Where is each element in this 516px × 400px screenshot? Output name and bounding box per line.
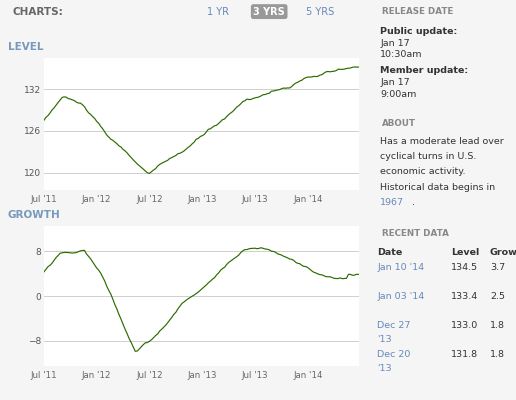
Text: Jan 10 '14: Jan 10 '14 [377, 264, 425, 272]
Text: cyclical turns in U.S.: cyclical turns in U.S. [380, 152, 477, 161]
Text: .: . [412, 198, 415, 207]
Text: ABOUT: ABOUT [382, 118, 415, 128]
Text: Has a moderate lead over: Has a moderate lead over [380, 137, 504, 146]
Text: 1 YR: 1 YR [207, 7, 229, 17]
Text: 133.0: 133.0 [451, 321, 478, 330]
Text: Historical data begins in: Historical data begins in [380, 183, 495, 192]
Text: 131.8: 131.8 [451, 350, 478, 359]
Text: Dec 20: Dec 20 [377, 350, 411, 359]
Text: Level: Level [451, 248, 479, 257]
Text: 2.5: 2.5 [490, 292, 505, 301]
Text: Jan 17: Jan 17 [380, 38, 410, 48]
Text: 133.4: 133.4 [451, 292, 478, 301]
Text: 1.8: 1.8 [490, 350, 505, 359]
Text: Member update:: Member update: [380, 66, 469, 75]
Text: 5 YRS: 5 YRS [306, 7, 334, 17]
Text: Public update:: Public update: [380, 27, 458, 36]
Text: RECENT DATA: RECENT DATA [382, 228, 448, 238]
Text: Jan 17: Jan 17 [380, 78, 410, 87]
Text: '13: '13 [377, 335, 392, 344]
Text: RELEASE DATE: RELEASE DATE [382, 7, 453, 16]
Text: 134.5: 134.5 [451, 264, 478, 272]
Text: 3.7: 3.7 [490, 264, 505, 272]
Text: LEVEL: LEVEL [8, 42, 43, 52]
Text: 10:30am: 10:30am [380, 50, 423, 59]
Text: '13: '13 [377, 364, 392, 373]
Text: Dec 27: Dec 27 [377, 321, 411, 330]
Text: CHARTS:: CHARTS: [13, 7, 63, 17]
Text: Date: Date [377, 248, 402, 257]
Text: 3 YRS: 3 YRS [253, 7, 285, 17]
Text: 9:00am: 9:00am [380, 90, 416, 99]
Text: GROWTH: GROWTH [8, 210, 60, 220]
Text: Jan 03 '14: Jan 03 '14 [377, 292, 425, 301]
Text: 1967: 1967 [380, 198, 404, 207]
Text: Growth: Growth [490, 248, 516, 257]
Text: economic activity.: economic activity. [380, 168, 465, 176]
Text: 1.8: 1.8 [490, 321, 505, 330]
